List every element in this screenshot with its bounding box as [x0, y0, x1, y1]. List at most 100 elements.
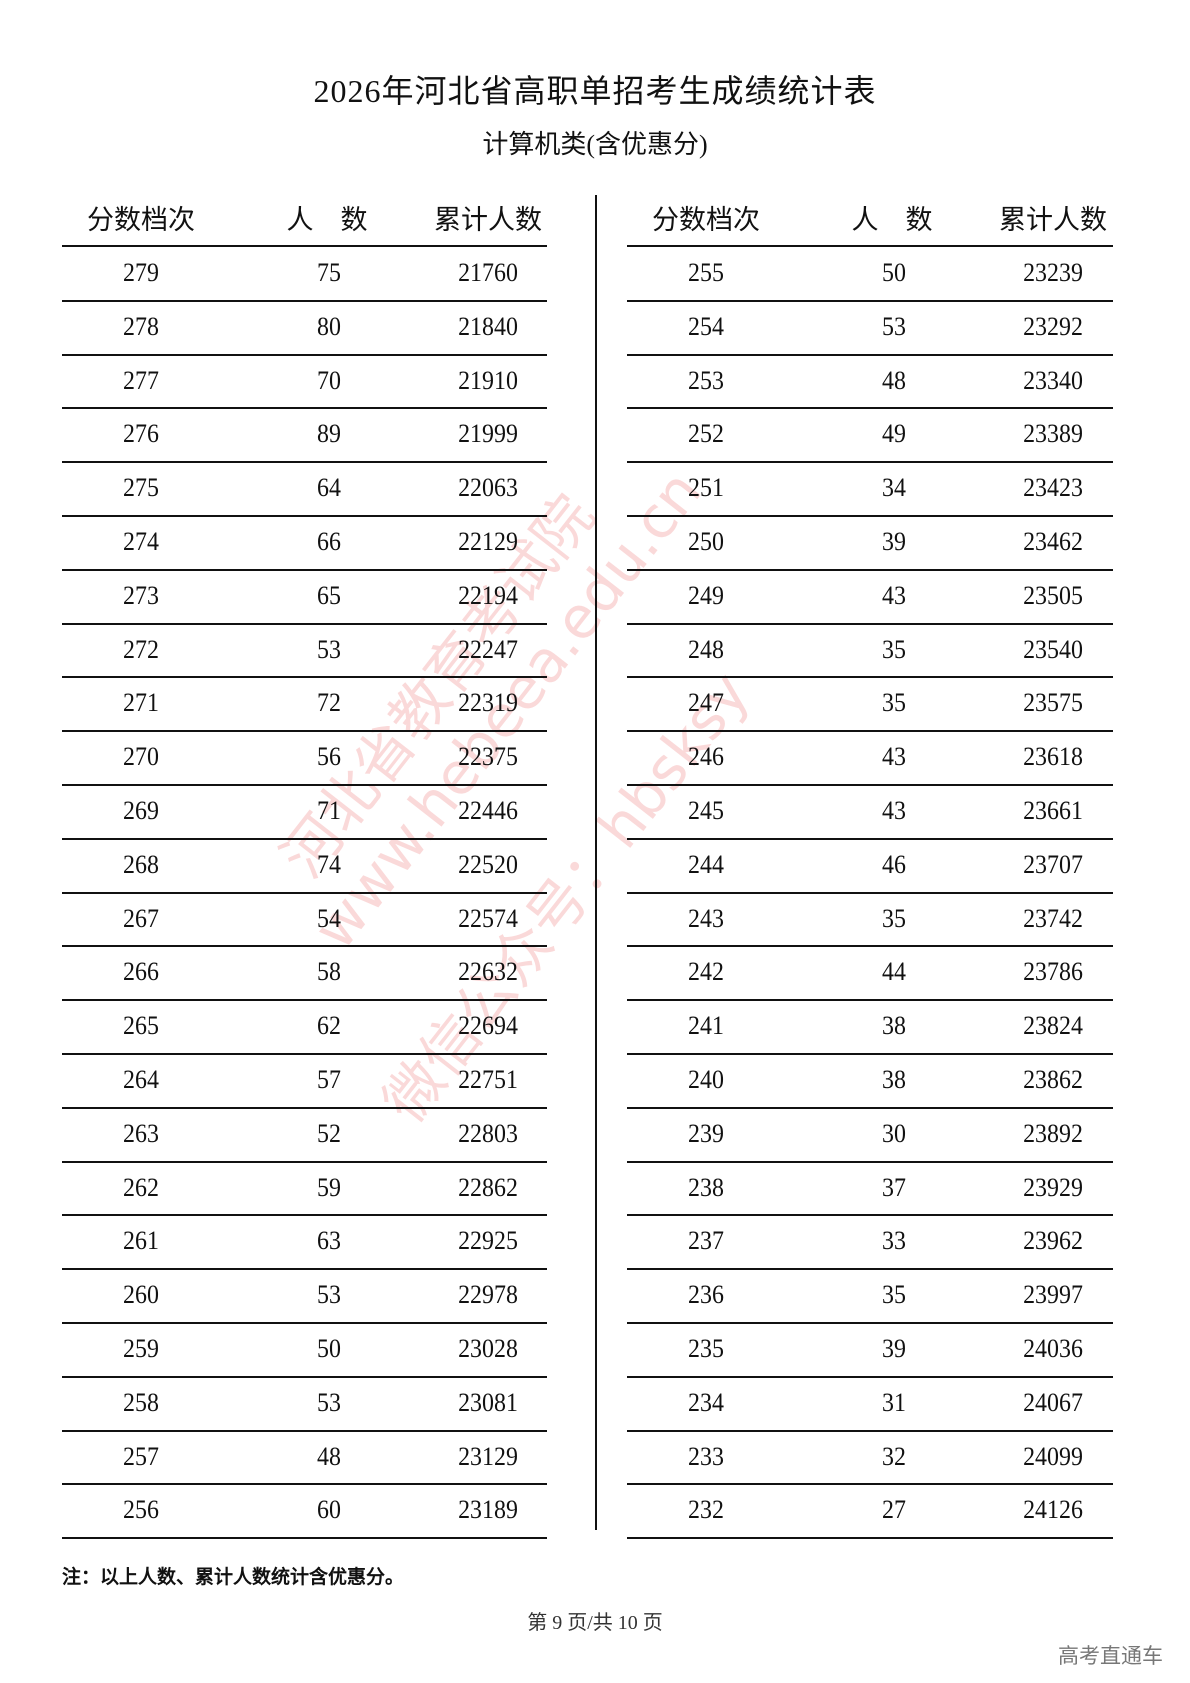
cell-score: 236: [688, 1280, 724, 1310]
cell-score: 257: [123, 1441, 159, 1471]
cell-score: 274: [123, 527, 159, 556]
cell-count: 72: [317, 688, 341, 718]
cell-cumulative: 22978: [458, 1280, 518, 1310]
table-row: 259 50 23028: [62, 1324, 547, 1378]
cell-count: 35: [882, 903, 906, 933]
cell-score: 233: [688, 1441, 724, 1471]
cell-count: 38: [882, 1011, 906, 1041]
table-row: 266 58 22632: [62, 947, 547, 1002]
table-row: 251 34 23423: [627, 463, 1113, 517]
table-row: 232 27 24126: [627, 1485, 1113, 1540]
table-row: 260 53 22978: [62, 1270, 547, 1324]
cell-cumulative: 23389: [1023, 419, 1083, 449]
cell-cumulative: 23129: [458, 1441, 518, 1471]
cell-cumulative: 24126: [1023, 1495, 1083, 1525]
table-row: 272 53 22247: [62, 625, 547, 679]
row-rule: [627, 945, 1113, 948]
cell-score: 248: [688, 634, 724, 664]
table-row: 250 39 23462: [627, 517, 1113, 571]
cell-score: 234: [688, 1387, 724, 1417]
cell-score: 254: [688, 311, 724, 341]
cell-score: 265: [123, 1011, 159, 1041]
cell-count: 35: [882, 688, 906, 718]
cell-score: 279: [123, 258, 159, 287]
cell-cumulative: 23707: [1023, 849, 1083, 879]
cell-score: 238: [688, 1172, 724, 1202]
row-rule: [627, 999, 1113, 1002]
cell-cumulative: 23929: [1023, 1172, 1083, 1202]
cell-cumulative: 23540: [1023, 634, 1083, 664]
table-row: 249 43 23505: [627, 571, 1113, 625]
cell-count: 44: [882, 957, 906, 987]
cell-score: 262: [123, 1172, 159, 1202]
row-rule: [627, 1160, 1113, 1163]
row-rule: [62, 461, 547, 464]
cell-count: 32: [882, 1441, 906, 1471]
cell-cumulative: 24067: [1023, 1387, 1083, 1417]
row-rule: [627, 568, 1113, 571]
row-rule: [627, 1268, 1113, 1271]
table-row: 256 60 23189: [62, 1485, 547, 1540]
row-rule: [62, 1160, 547, 1163]
cell-count: 65: [317, 580, 341, 610]
cell-count: 31: [882, 1387, 906, 1417]
cell-score: 259: [123, 1334, 159, 1363]
table-row: 273 65 22194: [62, 571, 547, 625]
table-row: 277 70 21910: [62, 356, 547, 410]
cell-cumulative: 23786: [1023, 957, 1083, 987]
cell-cumulative: 22862: [458, 1172, 518, 1202]
cell-cumulative: 22063: [458, 473, 518, 503]
cell-cumulative: 23189: [458, 1495, 518, 1525]
header-rule: [627, 245, 1113, 247]
cell-score: 264: [123, 1065, 159, 1094]
cell-score: 250: [688, 527, 724, 556]
cell-cumulative: 24099: [1023, 1441, 1083, 1471]
cell-cumulative: 23618: [1023, 742, 1083, 772]
cell-score: 246: [688, 742, 724, 772]
cell-count: 53: [317, 634, 341, 664]
cell-cumulative: 21760: [458, 258, 518, 287]
cell-cumulative: 23862: [1023, 1065, 1083, 1094]
cell-score: 239: [688, 1118, 724, 1148]
cell-cumulative: 22129: [458, 527, 518, 556]
row-rule: [627, 891, 1113, 894]
row-rule: [62, 1483, 547, 1486]
cell-score: 232: [688, 1495, 724, 1525]
cell-cumulative: 23081: [458, 1387, 518, 1417]
table-row: 243 35 23742: [627, 894, 1113, 948]
cell-cumulative: 22319: [458, 688, 518, 718]
row-rule: [627, 514, 1113, 517]
table-row: 233 32 24099: [627, 1432, 1113, 1486]
cell-cumulative: 23028: [458, 1334, 518, 1363]
row-rule: [62, 407, 547, 410]
table-row: 246 43 23618: [627, 732, 1113, 786]
cell-count: 60: [317, 1495, 341, 1525]
row-rule: [62, 1375, 547, 1378]
cell-count: 80: [317, 311, 341, 341]
cell-count: 70: [317, 365, 341, 395]
row-rule: [62, 676, 547, 679]
row-rule: [627, 1214, 1113, 1217]
table-row: 257 48 23129: [62, 1432, 547, 1486]
row-rule: [62, 891, 547, 894]
table-row: 271 72 22319: [62, 678, 547, 733]
table-row: 240 38 23862: [627, 1055, 1113, 1109]
row-rule: [62, 353, 547, 356]
cell-count: 63: [317, 1226, 341, 1256]
row-rule: [62, 1429, 547, 1432]
cell-count: 49: [882, 419, 906, 449]
cell-score: 255: [688, 258, 724, 287]
row-rule: [627, 730, 1113, 733]
table-row: 253 48 23340: [627, 356, 1113, 410]
header-count: 人 数: [286, 205, 368, 235]
cell-score: 252: [688, 419, 724, 449]
table-row: 237 33 23962: [627, 1216, 1113, 1271]
cell-count: 54: [317, 903, 341, 933]
cell-cumulative: 23239: [1023, 258, 1083, 287]
row-rule: [62, 1052, 547, 1055]
row-rule: [62, 730, 547, 733]
cell-score: 266: [123, 957, 159, 987]
cell-count: 53: [882, 311, 906, 341]
row-rule: [62, 568, 547, 571]
table-row: 236 35 23997: [627, 1270, 1113, 1324]
